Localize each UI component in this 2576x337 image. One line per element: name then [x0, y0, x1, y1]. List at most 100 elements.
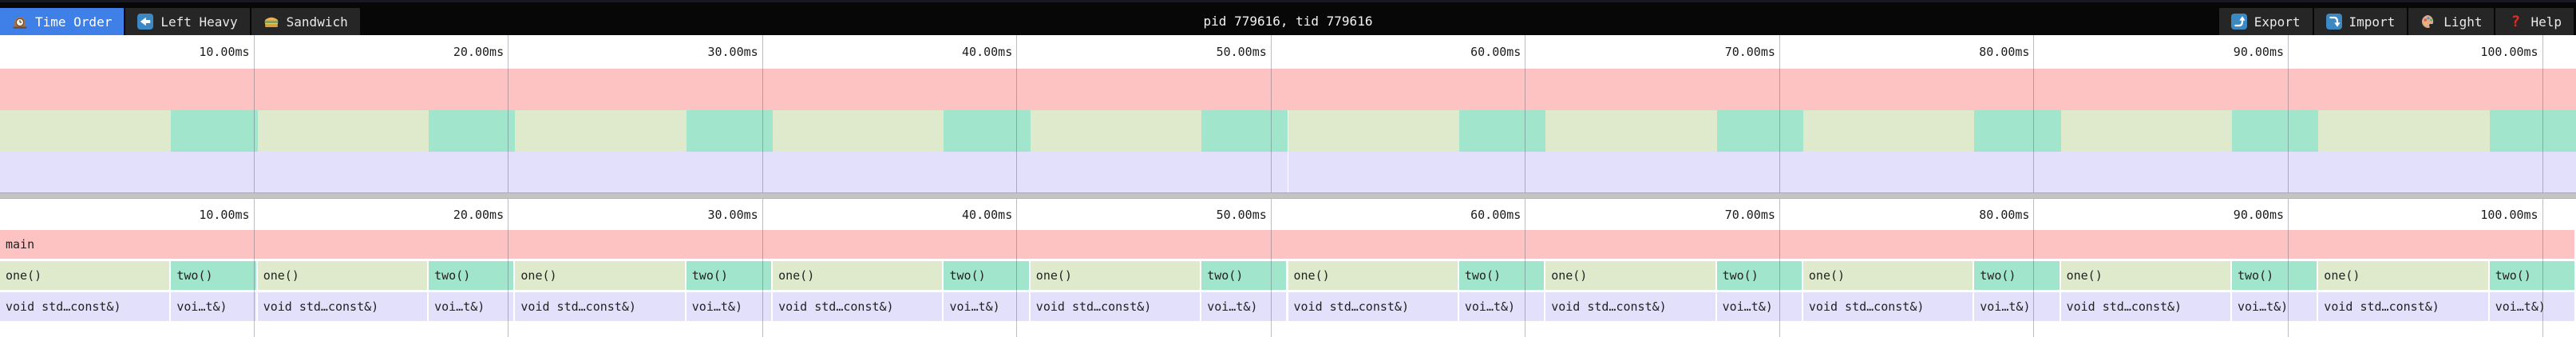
- flame-frame[interactable]: one(): [0, 261, 170, 290]
- flame-frame[interactable]: voi…t&): [2489, 292, 2574, 321]
- minimap-frame: [2060, 152, 2232, 192]
- tick-label: 20.00ms: [453, 208, 505, 222]
- help-button[interactable]: ? Help: [2495, 8, 2574, 35]
- minimap-frame: [1716, 152, 1803, 192]
- flame-frame[interactable]: main: [0, 230, 2574, 259]
- flame-frame[interactable]: one(): [2318, 261, 2488, 290]
- flame-frame[interactable]: void std…const&): [515, 292, 685, 321]
- flame-frame[interactable]: two(): [429, 261, 514, 290]
- flame-frame[interactable]: voi…t&): [2231, 292, 2317, 321]
- flame-frame[interactable]: void std…const&): [773, 292, 943, 321]
- gridline: [253, 199, 255, 337]
- flame-frame[interactable]: voi…t&): [429, 292, 514, 321]
- window-title: pid 779616, tid 779616: [1203, 14, 1373, 29]
- flame-frame[interactable]: void std…const&): [2318, 292, 2488, 321]
- view-tabs: Time Order Left Heavy Sandwich: [0, 2, 360, 35]
- minimap-frame: [429, 152, 516, 192]
- tick-label: 70.00ms: [1724, 208, 1775, 222]
- toolbar: Time Order Left Heavy Sandwich: [0, 0, 2576, 35]
- gridline: [253, 35, 255, 192]
- minimap-frame: [686, 110, 774, 152]
- flame-frame[interactable]: two(): [2489, 261, 2574, 290]
- palette-icon: [2420, 14, 2436, 30]
- minimap[interactable]: 10.00ms 20.00ms 30.00ms 40.00ms 50.00ms 60.00…: [0, 35, 2576, 192]
- minimap-frame: [1288, 152, 1459, 192]
- minimap-frame: [515, 110, 687, 152]
- gridline: [1270, 35, 1272, 192]
- flame-frame[interactable]: one(): [515, 261, 685, 290]
- left-arrow-icon: [137, 14, 154, 30]
- flame-frame[interactable]: two(): [1974, 261, 2060, 290]
- help-label: Help: [2530, 14, 2562, 30]
- flame-frame[interactable]: void std…const&): [1288, 292, 1458, 321]
- gridline: [1779, 199, 1780, 337]
- flame-frame[interactable]: one(): [1288, 261, 1458, 290]
- minimap-frame: [2489, 152, 2576, 192]
- tick-label: 50.00ms: [1216, 208, 1267, 222]
- flame-frame[interactable]: void std…const&): [0, 292, 170, 321]
- tick-label: 90.00ms: [2233, 208, 2285, 222]
- flame-frame[interactable]: voi…t&): [1716, 292, 1802, 321]
- import-label: Import: [2348, 14, 2396, 30]
- flame-frame[interactable]: two(): [1201, 261, 1287, 290]
- gridline: [2542, 199, 2543, 337]
- flame-frame[interactable]: two(): [171, 261, 256, 290]
- gridline: [762, 35, 763, 192]
- tab-sandwich[interactable]: Sandwich: [251, 8, 360, 35]
- tab-label-sandwich: Sandwich: [286, 14, 348, 30]
- minimap-frame: [171, 110, 258, 152]
- minimap-frame: [944, 152, 1031, 192]
- minimap-frame: [2318, 152, 2490, 192]
- flame-frame[interactable]: two(): [2231, 261, 2317, 290]
- flame-frame[interactable]: two(): [1458, 261, 1545, 290]
- toolbar-actions: Export Import Li: [2218, 2, 2574, 35]
- minimap-frame: [0, 69, 2576, 110]
- flame-frame[interactable]: voi…t&): [1201, 292, 1287, 321]
- minimap-frame: [1802, 152, 1975, 192]
- flame-frame[interactable]: void std…const&): [1545, 292, 1715, 321]
- flame-frame[interactable]: void std…const&): [1802, 292, 1973, 321]
- import-icon: [2325, 14, 2342, 30]
- minimap-frame: [1974, 110, 2061, 152]
- minimap-frame: [429, 110, 516, 152]
- tick-label: 60.00ms: [1470, 208, 1521, 222]
- gridline: [2033, 35, 2035, 192]
- flame-frame[interactable]: two(): [1716, 261, 1802, 290]
- tab-left-heavy[interactable]: Left Heavy: [125, 8, 250, 35]
- flamegraph-view[interactable]: main one() two() one() two() one() two() one() t…: [0, 199, 2576, 337]
- minimap-frame: [1030, 110, 1202, 152]
- flame-frame[interactable]: voi…t&): [686, 292, 772, 321]
- tick-label: 80.00ms: [1979, 208, 2030, 222]
- minimap-frame: [1802, 110, 1975, 152]
- gridline: [1016, 199, 1018, 337]
- export-button[interactable]: Export: [2218, 8, 2313, 35]
- flame-frame[interactable]: void std…const&): [257, 292, 428, 321]
- flame-frame[interactable]: one(): [257, 261, 428, 290]
- flame-frame[interactable]: voi…t&): [944, 292, 1029, 321]
- flame-frame[interactable]: one(): [1802, 261, 1973, 290]
- import-button[interactable]: Import: [2313, 8, 2408, 35]
- gridline: [2542, 35, 2543, 192]
- flame-frame[interactable]: two(): [686, 261, 772, 290]
- flame-frame[interactable]: one(): [773, 261, 943, 290]
- flame-frame[interactable]: one(): [1545, 261, 1715, 290]
- theme-toggle-button[interactable]: Light: [2408, 8, 2495, 35]
- flame-frame[interactable]: one(): [2060, 261, 2230, 290]
- minimap-frame: [944, 110, 1031, 152]
- sandwich-icon: [263, 14, 279, 30]
- flame-frame[interactable]: void std…const&): [2060, 292, 2230, 321]
- theme-toggle-label: Light: [2443, 14, 2483, 30]
- minimap-frame: [515, 152, 687, 192]
- tab-time-order[interactable]: Time Order: [0, 8, 125, 35]
- flame-frame[interactable]: void std…const&): [1030, 292, 1201, 321]
- tick-label: 10.00ms: [199, 45, 250, 59]
- flame-frame[interactable]: voi…t&): [171, 292, 256, 321]
- flame-frame[interactable]: two(): [944, 261, 1029, 290]
- tick-label: 70.00ms: [1724, 45, 1775, 59]
- gridline: [1270, 199, 1272, 337]
- flame-frame[interactable]: voi…t&): [1974, 292, 2060, 321]
- flame-frame[interactable]: voi…t&): [1458, 292, 1545, 321]
- tick-label: 30.00ms: [707, 208, 758, 222]
- minimap-frame: [1974, 152, 2061, 192]
- flame-frame[interactable]: one(): [1030, 261, 1201, 290]
